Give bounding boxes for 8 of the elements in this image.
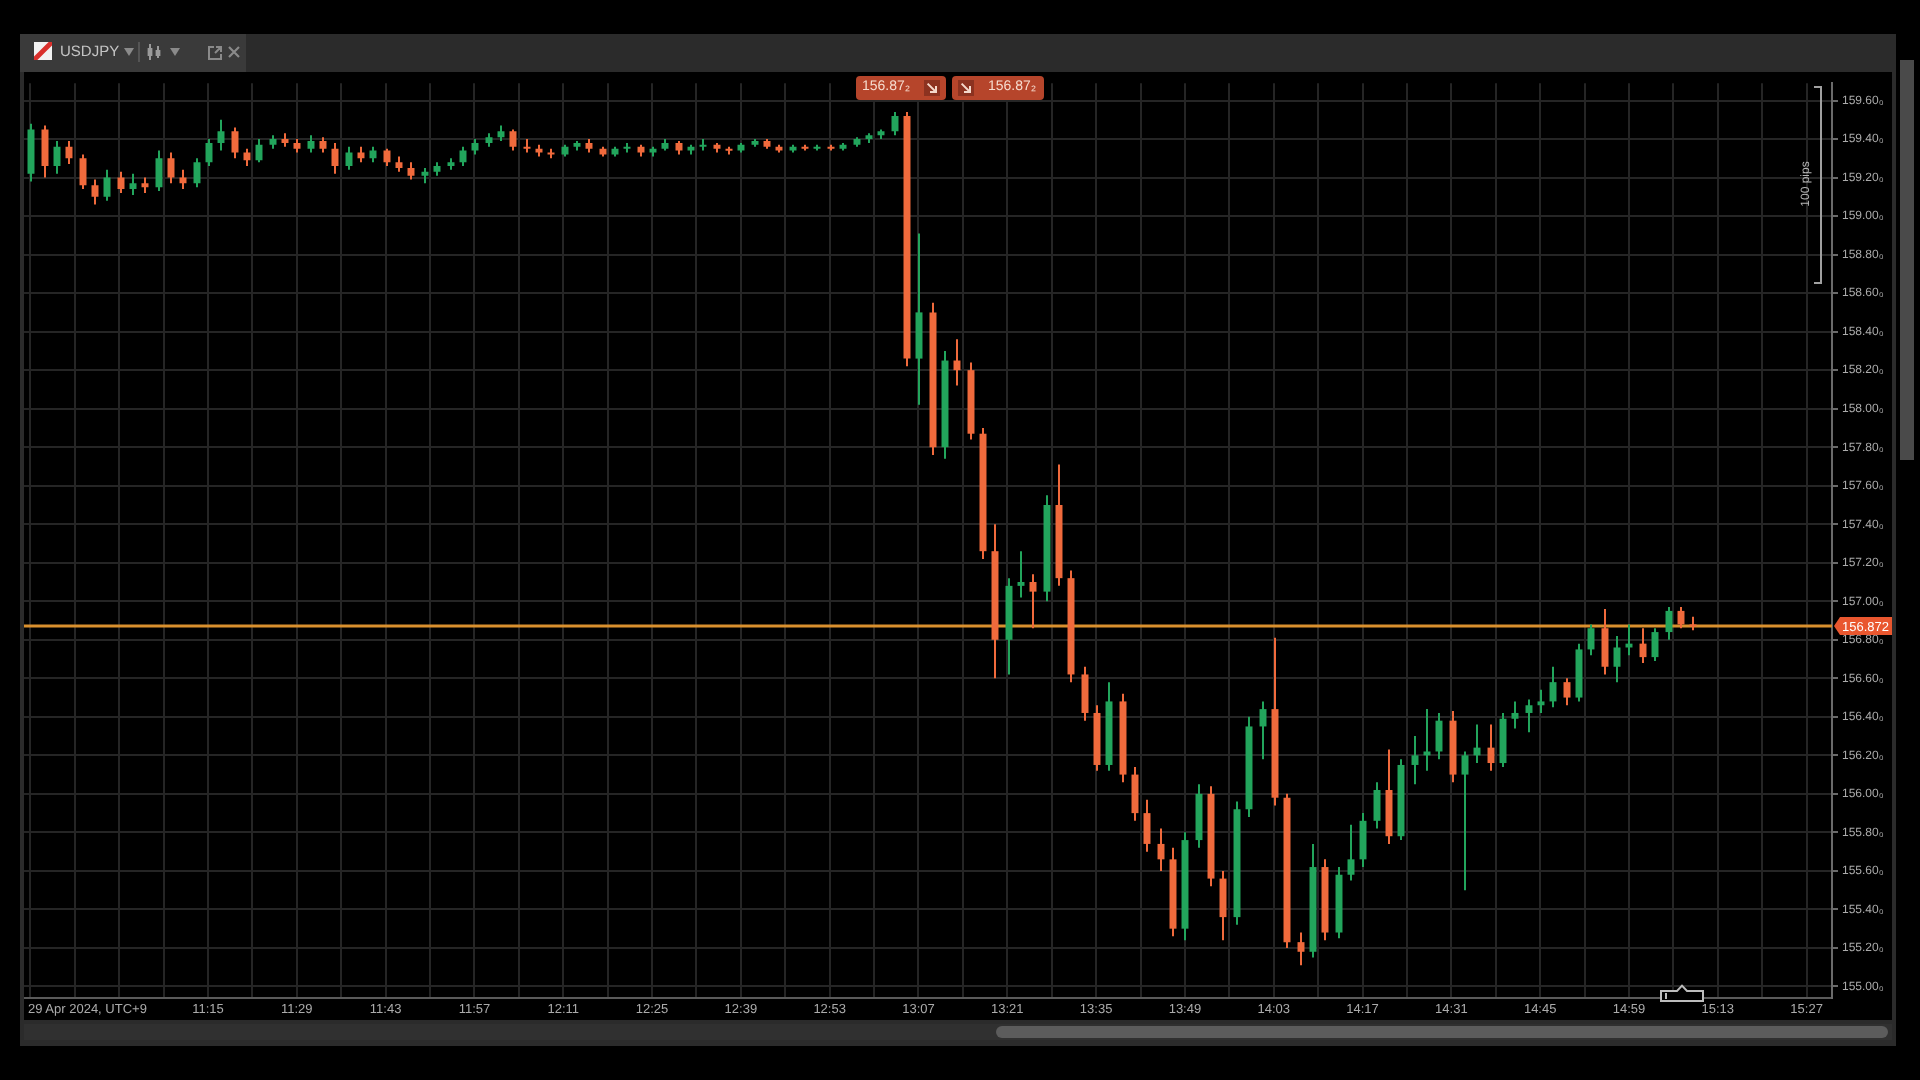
candlestick: [1511, 700, 1519, 730]
candlestick: [1297, 931, 1305, 967]
candlestick: [1613, 634, 1621, 684]
candlestick: [1029, 573, 1037, 630]
candlestick: [1411, 735, 1419, 786]
candlestick: [1461, 750, 1469, 892]
candlestick: [129, 172, 137, 196]
candlestick: [167, 151, 175, 185]
